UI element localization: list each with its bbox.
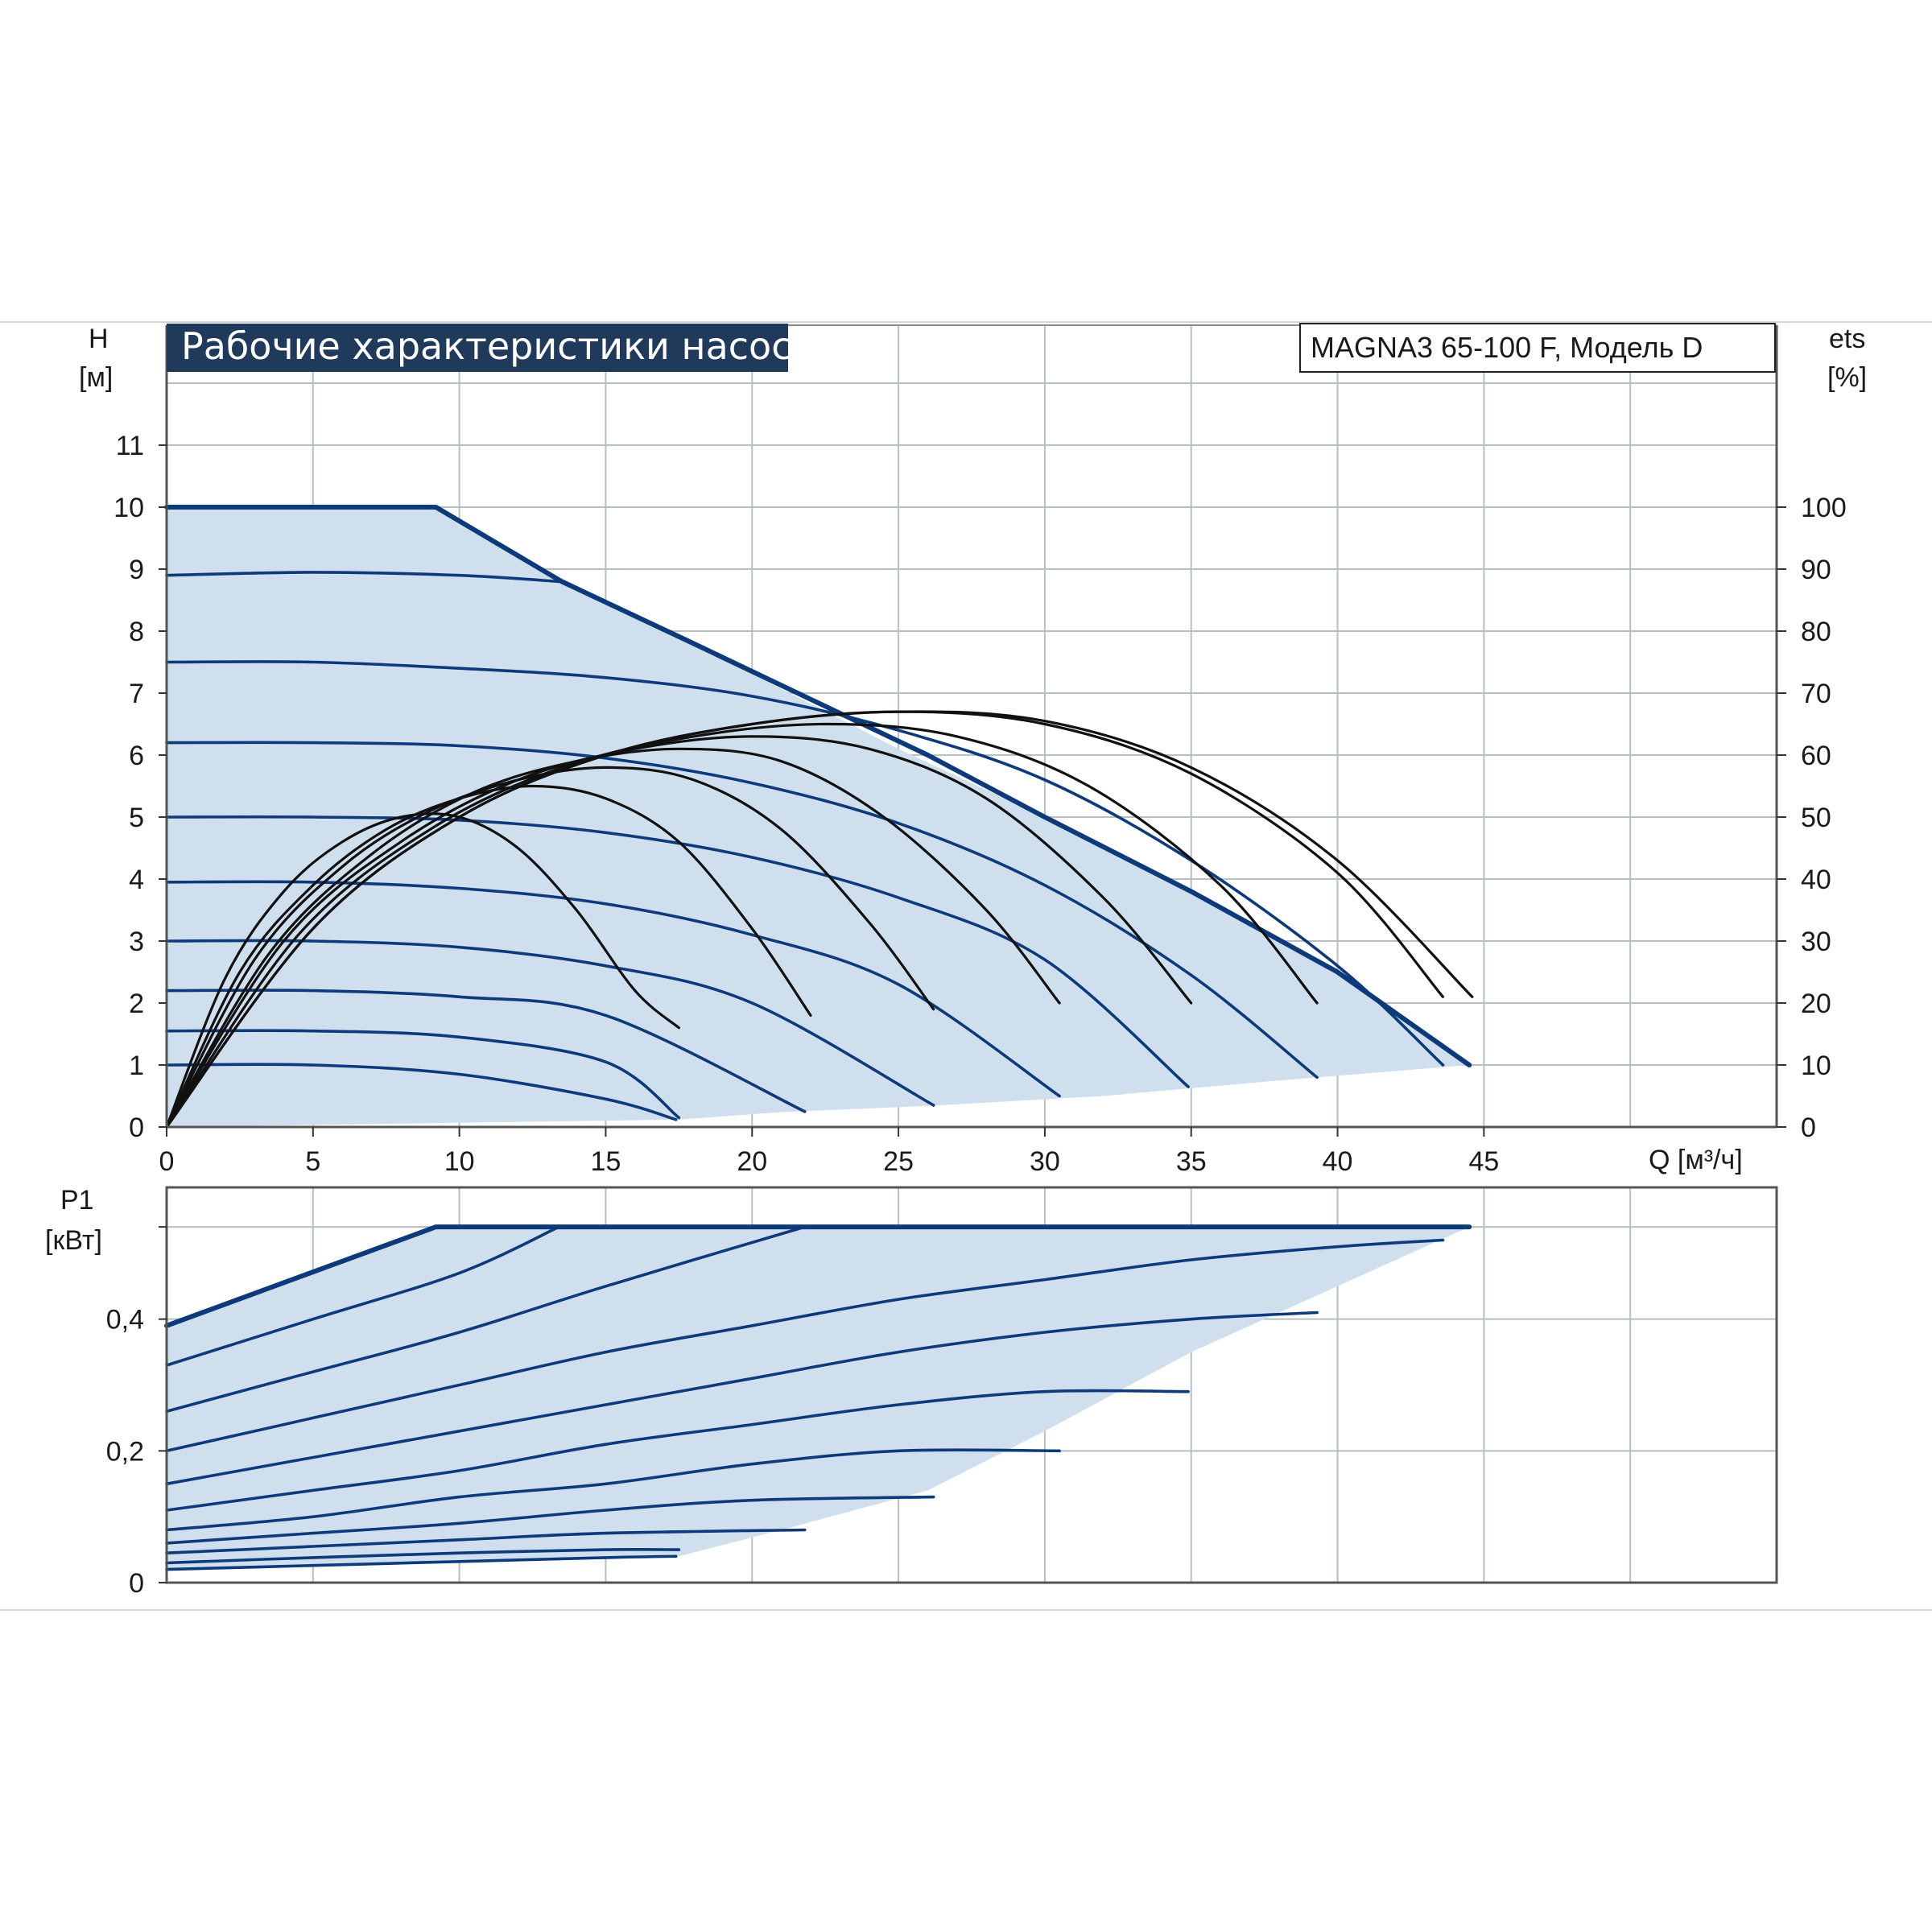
power-operating-area — [167, 1227, 1470, 1570]
x-tick-label: 25 — [883, 1146, 914, 1177]
y2-tick-label: 90 — [1801, 555, 1831, 585]
y2-tick-label: 30 — [1801, 927, 1831, 957]
speed-power-curve — [165, 1389, 1190, 1512]
x-tick-label: 0 — [159, 1146, 175, 1177]
speed-head-curve — [165, 1029, 681, 1120]
y2-tick-label: 40 — [1801, 865, 1831, 895]
y2-axis-unit: [%] — [1827, 362, 1867, 393]
speed-head-curve — [165, 880, 1061, 1098]
y2-tick-label: 50 — [1801, 803, 1831, 833]
speed-head-curve — [165, 989, 807, 1113]
power-panel: 0 0,2 0,4 — [106, 1186, 1778, 1599]
efficiency-curve — [165, 747, 1061, 1129]
title-box — [167, 324, 788, 372]
y2-tick-label: 70 — [1801, 679, 1831, 709]
y-tick-label: 9 — [129, 555, 144, 585]
p1-tick-label: 0,4 — [106, 1305, 144, 1335]
y-tick-label: 7 — [129, 679, 144, 709]
speed-head-curve — [165, 939, 935, 1107]
y-tick-label: 4 — [129, 865, 144, 895]
x-tick-label: 5 — [305, 1146, 320, 1177]
speed-power-curve — [165, 1238, 1445, 1453]
max-head-curve — [164, 505, 1472, 1067]
y2-tick-label: 60 — [1801, 741, 1831, 771]
y2-axis-name: ets — [1829, 324, 1865, 354]
y-tick-label: 1 — [129, 1051, 144, 1081]
speed-power-curve — [165, 1495, 935, 1545]
p1-axis-unit: [кВт] — [45, 1225, 102, 1256]
y-tick-label: 10 — [114, 493, 144, 523]
x-tick-label: 15 — [591, 1146, 621, 1177]
speed-power-curve — [165, 1528, 807, 1554]
speed-power-curve — [165, 1225, 807, 1413]
speed-head-curve — [165, 571, 561, 584]
max-power-curve — [164, 1224, 1472, 1328]
power-plot-frame — [165, 1186, 1778, 1584]
efficiency-curve — [165, 735, 1193, 1129]
speed-head-curve — [165, 1063, 678, 1121]
efficiency-curve — [165, 722, 1319, 1129]
y-tick-label: 8 — [129, 617, 144, 647]
speed-power-curve — [165, 1547, 681, 1565]
speed-power-curve — [165, 1448, 1061, 1532]
speed-head-curve — [165, 815, 1190, 1088]
x-tick-label: 20 — [737, 1146, 767, 1177]
operating-area — [167, 507, 1470, 1127]
y-tick-label: 6 — [129, 741, 144, 771]
x-tick-label: 45 — [1468, 1146, 1499, 1177]
model-label: MAGNA3 65-100 F, Модель D — [1311, 331, 1703, 364]
y-axis-unit: [м] — [79, 362, 113, 393]
chart-title: Рабочие характеристики насоса — [181, 324, 815, 368]
y-axis-name: H — [89, 324, 109, 354]
model-box — [1299, 323, 1776, 373]
efficiency-curve — [165, 710, 1474, 1129]
x-tick-label: 30 — [1030, 1146, 1060, 1177]
y2-tick-label: 20 — [1801, 989, 1831, 1019]
y2-tick-label: 10 — [1801, 1051, 1831, 1081]
y-tick-label: 2 — [129, 989, 144, 1019]
y-tick-label: 5 — [129, 803, 144, 833]
speed-head-curve — [165, 741, 1319, 1080]
y2-tick-label: 0 — [1801, 1113, 1816, 1143]
efficiency-curve — [165, 784, 812, 1129]
y-tick-label: 0 — [129, 1113, 144, 1143]
y2-tick-label: 80 — [1801, 617, 1831, 647]
speed-power-curve — [165, 1311, 1319, 1486]
y2-tick-label: 100 — [1801, 493, 1847, 523]
y-tick-label: 11 — [116, 431, 144, 461]
speed-power-curve — [165, 1554, 678, 1571]
x-tick-label: 40 — [1323, 1146, 1353, 1177]
p1-axis-name: P1 — [60, 1185, 94, 1216]
x-tick-label: 35 — [1176, 1146, 1207, 1177]
speed-power-curve — [165, 1225, 561, 1367]
x-tick-label: 10 — [444, 1146, 475, 1177]
y-tick-label: 3 — [129, 927, 144, 957]
p1-tick-label: 0 — [129, 1568, 144, 1599]
p1-tick-label: 0,2 — [106, 1436, 144, 1467]
x-axis-label: Q [м³/ч] — [1649, 1145, 1743, 1175]
